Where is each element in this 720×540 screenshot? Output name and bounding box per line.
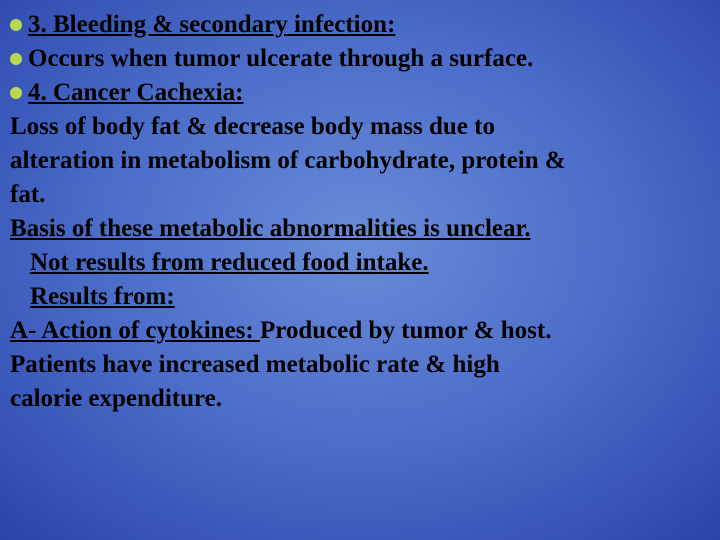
underline-text-7: Basis of these metabolic abnormalities i… bbox=[10, 215, 531, 242]
body-line-10: A- Action of cytokines: Produced by tumo… bbox=[10, 314, 714, 348]
bullet-icon bbox=[10, 53, 22, 65]
bullet-line-1: 3. Bleeding & secondary infection: bbox=[10, 8, 714, 42]
body-line-11: Patients have increased metabolic rate &… bbox=[10, 348, 714, 382]
bullet-icon bbox=[10, 19, 22, 31]
item-number-4: 4. bbox=[28, 79, 47, 106]
text-10b: Produced by tumor & host. bbox=[260, 317, 551, 344]
body-line-5: alteration in metabolism of carbohydrate… bbox=[10, 144, 714, 178]
body-line-4: Loss of body fat & decrease body mass du… bbox=[10, 110, 714, 144]
bullet-line-3: 4. Cancer Cachexia: bbox=[10, 76, 714, 110]
underline-text-8: Not results from reduced food intake. bbox=[30, 249, 429, 276]
body-line-7: Basis of these metabolic abnormalities i… bbox=[10, 212, 714, 246]
bullet-icon bbox=[10, 87, 22, 99]
body-line-8: Not results from reduced food intake. bbox=[10, 246, 714, 280]
body-line-9: Results from: bbox=[10, 280, 714, 314]
body-line-6: fat. bbox=[10, 178, 714, 212]
body-line-12: calorie expenditure. bbox=[10, 382, 714, 416]
item-title-3: Bleeding & secondary infection: bbox=[47, 11, 396, 38]
underline-text-10a: A- Action of cytokines: bbox=[10, 317, 260, 344]
text-line-2: when tumor ulcerate through a surface. bbox=[104, 45, 533, 72]
bullet-line-2: Occurs when tumor ulcerate through a sur… bbox=[10, 42, 714, 76]
text-occurs: Occurs bbox=[28, 45, 104, 72]
item-title-4: Cancer Cachexia: bbox=[47, 79, 244, 106]
underline-text-9: Results from: bbox=[30, 283, 175, 310]
item-number-3: 3. bbox=[28, 11, 47, 38]
